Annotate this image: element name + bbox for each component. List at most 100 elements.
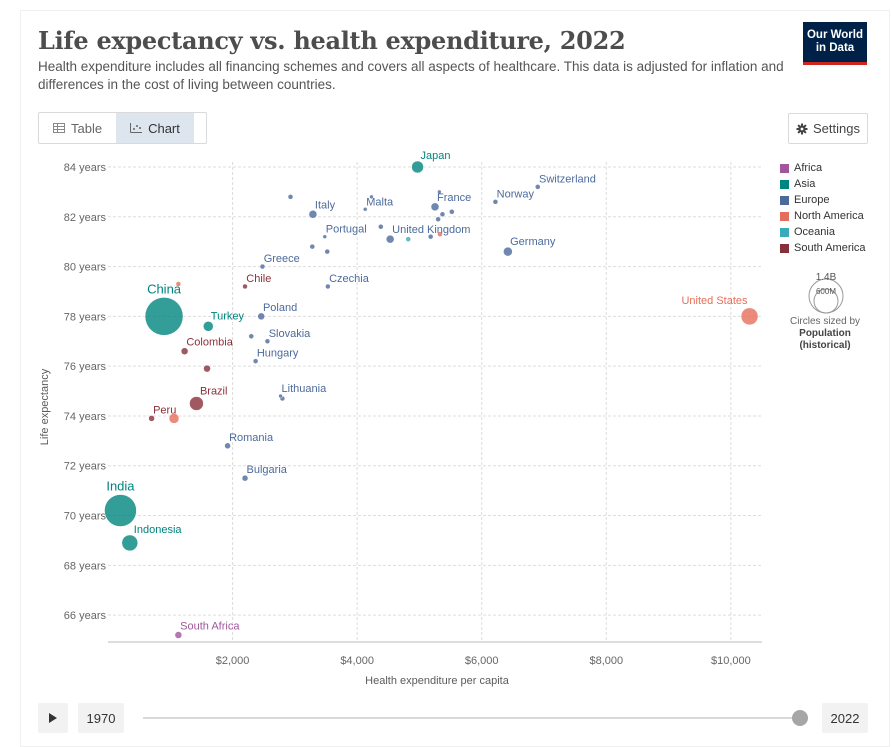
data-point[interactable] [362,207,368,212]
tab-chart-label: Chart [148,120,180,136]
point-label: Turkey [211,310,245,322]
data-point[interactable] [104,494,137,527]
logo-line-1: Our World [806,29,863,41]
point-label: Lithuania [282,383,328,395]
data-point[interactable] [144,297,184,336]
data-point[interactable] [437,189,442,195]
y-tick-label: 68 years [64,560,107,572]
data-point[interactable] [378,223,384,230]
x-tick-label: $8,000 [589,655,623,667]
play-button[interactable] [38,703,68,733]
data-points [104,160,759,639]
point-label: Poland [263,302,297,314]
data-point[interactable] [189,396,204,411]
legend-swatch [780,211,789,221]
data-point[interactable] [264,338,271,344]
point-label: Switzerland [539,173,596,185]
data-point[interactable] [449,209,455,215]
legend-swatch [780,243,789,253]
point-label: Norway [497,188,535,200]
x-tick-label: $10,000 [711,655,751,667]
point-label: Malta [366,196,394,208]
data-point[interactable] [435,216,441,223]
data-point[interactable] [203,364,211,373]
point-label: Portugal [326,224,367,236]
point-label: Czechia [329,273,370,285]
legend-item[interactable]: South America [780,240,866,256]
data-point[interactable] [259,263,266,270]
data-point[interactable] [278,393,283,399]
timeline-start-year[interactable]: 1970 [78,703,124,733]
data-point[interactable] [439,211,446,218]
timeline-track[interactable] [143,717,800,719]
data-point[interactable] [369,194,374,200]
legend-label: Asia [794,178,816,190]
data-point[interactable] [411,160,424,174]
tab-chart[interactable]: Chart [116,113,194,143]
view-tabs: Table Chart [38,112,207,144]
point-label: Brazil [200,385,228,397]
legend-item[interactable]: Asia [780,176,866,192]
data-point[interactable] [203,321,214,332]
legend-item[interactable]: North America [780,208,866,224]
data-point[interactable] [175,281,182,287]
tab-table-label: Table [71,120,103,136]
y-axis-label: Life expectancy [39,368,51,445]
data-point[interactable] [121,534,139,552]
table-icon [53,123,65,133]
owid-logo[interactable]: Our World in Data [803,22,867,65]
data-point[interactable] [405,236,411,242]
axis-ticks: 66 years 68 years 70 years 72 years 74 years… [64,162,762,667]
x-tick-label: $6,000 [465,655,499,667]
data-point[interactable] [242,283,248,290]
data-point[interactable] [430,202,440,212]
data-point[interactable] [287,194,294,200]
data-point[interactable] [309,243,316,250]
y-tick-label: 74 years [64,411,107,423]
data-point[interactable] [180,347,189,355]
point-label: Germany [510,236,556,248]
data-point[interactable] [252,358,259,364]
data-point[interactable] [503,246,513,257]
legend-item[interactable]: Oceania [780,224,866,240]
data-point[interactable] [174,631,183,639]
data-point[interactable] [437,231,443,237]
data-point[interactable] [385,234,395,244]
point-label: Colombia [186,337,233,349]
data-point[interactable] [325,283,331,290]
y-tick-label: 72 years [64,461,107,473]
size-legend-big: 1.4B [816,272,837,283]
point-label: France [437,192,471,204]
point-label: Greece [264,253,300,265]
timeline-handle[interactable] [792,710,808,726]
data-point[interactable] [224,442,231,450]
tab-table[interactable]: Table [39,113,116,143]
point-label: Peru [153,404,176,416]
data-point[interactable] [535,184,541,190]
settings-button[interactable]: Settings [788,113,868,144]
x-tick-label: $2,000 [216,655,250,667]
data-point[interactable] [241,474,249,482]
point-label: United Kingdom [392,224,470,236]
y-tick-label: 84 years [64,162,107,174]
data-point[interactable] [322,234,328,239]
timeline-end-year[interactable]: 2022 [822,703,868,733]
chart-title: Life expectancy vs. health expenditure, … [38,26,626,55]
data-point[interactable] [492,199,499,205]
data-point[interactable] [148,415,155,422]
data-point[interactable] [308,210,318,219]
point-label: South Africa [180,621,240,633]
data-point[interactable] [324,248,330,255]
data-point[interactable] [257,312,265,321]
y-tick-label: 76 years [64,361,107,373]
legend-item[interactable]: Europe [780,192,866,208]
grid-lines [108,162,762,640]
data-point[interactable] [168,413,180,424]
data-point[interactable] [427,233,434,240]
point-label: Italy [315,199,336,211]
data-point[interactable] [248,333,255,340]
y-tick-label: 78 years [64,311,107,323]
legend-item[interactable]: Africa [780,160,866,176]
data-point[interactable] [740,307,759,326]
size-caption: Circles sized by Population (historical) [782,316,868,352]
